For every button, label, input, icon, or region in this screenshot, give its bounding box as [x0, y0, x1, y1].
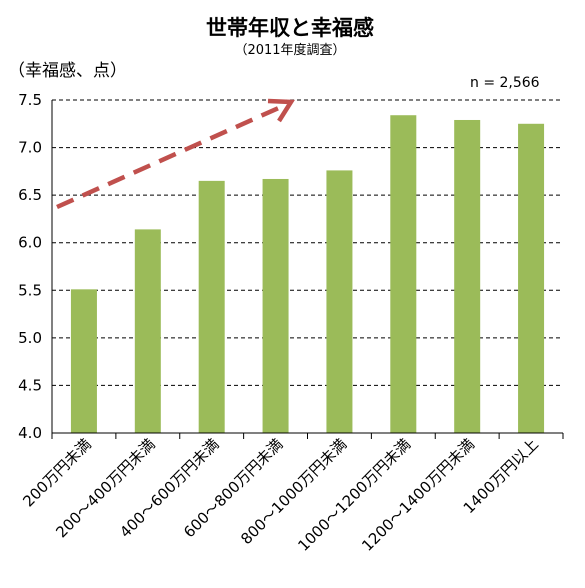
bar — [390, 115, 417, 434]
chart-subtitle: （2011年度調査） — [234, 42, 345, 58]
x-tick-label: 1200～1400万円未満 — [358, 435, 478, 555]
y-tick-label: 7.0 — [18, 139, 42, 157]
bar — [134, 229, 161, 433]
x-tick-label: 1000～1200万円未満 — [294, 435, 414, 555]
x-tick-label: 800～1000万円未満 — [237, 435, 350, 548]
y-tick-label: 6.5 — [18, 186, 42, 204]
y-tick-label: 5.5 — [18, 281, 42, 299]
bar — [326, 170, 353, 434]
bar — [262, 178, 289, 433]
bar — [454, 119, 481, 433]
bar — [518, 123, 545, 434]
sample-size-note: n = 2,566 — [470, 75, 540, 91]
y-tick-label: 7.5 — [18, 91, 42, 109]
bar — [198, 180, 225, 433]
y-tick-label: 4.0 — [18, 424, 42, 442]
y-tick-label: 6.0 — [18, 234, 42, 252]
x-tick-labels: 200万円未満200～400万円未満400～600万円未満600～800万円未満… — [19, 435, 542, 555]
bars — [70, 115, 545, 434]
y-tick-label: 5.0 — [18, 329, 42, 347]
trend-arrow — [56, 98, 295, 210]
axes — [51, 100, 564, 439]
chart-title: 世帯年収と幸福感 — [206, 16, 374, 40]
y-tick-labels: 4.0 4.5 5.0 5.5 6.0 6.5 7.0 7.5 — [18, 91, 42, 442]
bar — [70, 289, 97, 433]
y-axis-label: （幸福感、点） — [8, 61, 127, 81]
y-tick-label: 4.5 — [18, 376, 42, 394]
gridlines — [52, 99, 563, 386]
